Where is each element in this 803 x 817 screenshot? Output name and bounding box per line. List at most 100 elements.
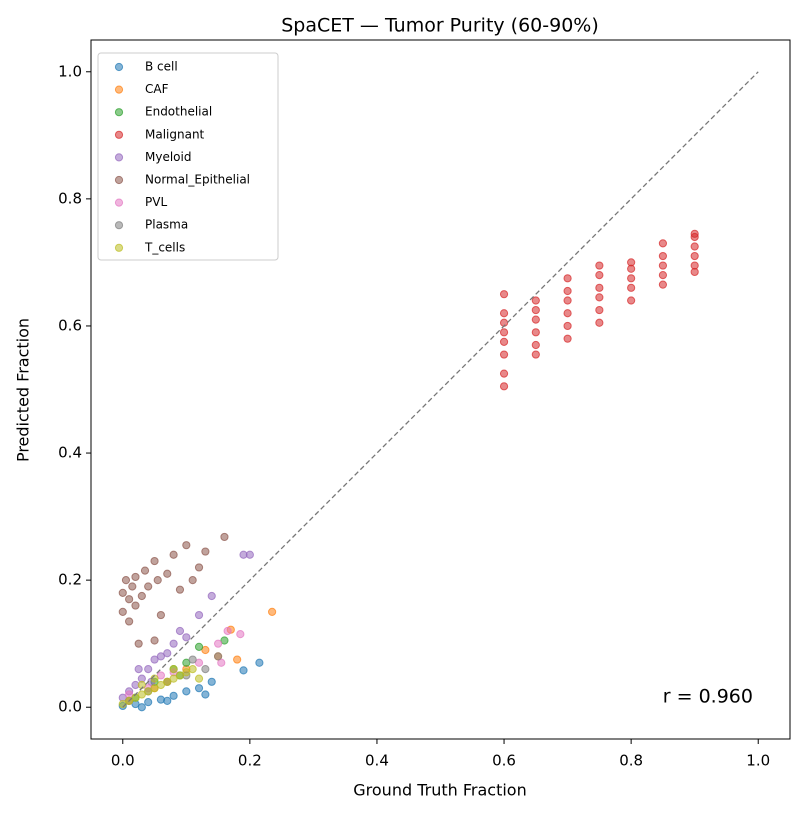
- y-axis-label: Predicted Fraction: [14, 318, 33, 462]
- point: [169, 550, 178, 559]
- point: [595, 318, 604, 327]
- point: [201, 645, 210, 655]
- point: [150, 556, 159, 566]
- point: [156, 652, 165, 661]
- legend-label: B cell: [145, 60, 178, 74]
- point: [137, 703, 146, 712]
- point: [233, 655, 242, 664]
- point: [121, 576, 131, 585]
- point: [499, 382, 509, 391]
- legend-marker: [114, 85, 124, 94]
- point: [207, 677, 216, 686]
- point: [595, 283, 604, 292]
- point: [658, 271, 668, 280]
- x-tick-label: 0.0: [111, 752, 135, 770]
- point: [182, 668, 191, 677]
- y-tick-label: 0.4: [58, 444, 82, 462]
- point: [220, 636, 229, 645]
- point: [144, 582, 153, 591]
- point: [658, 280, 668, 289]
- point: [499, 309, 509, 318]
- point: [499, 369, 509, 378]
- point: [236, 630, 245, 639]
- point: [163, 569, 172, 578]
- reference-line: [122, 71, 759, 708]
- point: [595, 305, 604, 315]
- point: [137, 591, 146, 601]
- legend-label: CAF: [145, 82, 169, 96]
- point: [658, 251, 668, 261]
- legend-label: Normal_Epithelial: [145, 173, 250, 187]
- x-tick-label: 0.8: [619, 752, 643, 770]
- point: [531, 296, 540, 305]
- legend-label: Endothelial: [145, 105, 212, 119]
- point: [188, 655, 197, 664]
- point: [531, 350, 540, 359]
- point: [268, 607, 277, 617]
- point: [150, 655, 159, 664]
- point: [182, 633, 191, 642]
- point: [690, 261, 699, 270]
- legend-marker: [114, 175, 124, 185]
- point: [125, 617, 134, 626]
- point: [194, 563, 204, 572]
- point: [175, 626, 185, 636]
- x-tick-label: 0.4: [365, 752, 389, 770]
- point: [563, 309, 572, 318]
- point: [690, 242, 699, 251]
- point: [627, 296, 636, 305]
- x-axis-label: Ground Truth Fraction: [353, 781, 526, 800]
- point: [194, 674, 204, 683]
- point: [163, 677, 172, 686]
- point: [690, 251, 699, 261]
- point: [499, 290, 509, 299]
- point: [169, 639, 178, 648]
- point: [131, 601, 140, 610]
- y-tick-label: 0.0: [58, 698, 82, 716]
- point: [213, 639, 223, 648]
- point: [169, 691, 178, 700]
- point: [156, 610, 165, 620]
- point: [658, 261, 668, 270]
- legend-marker: [114, 130, 124, 139]
- y-tick-label: 0.8: [58, 189, 82, 207]
- point: [690, 229, 699, 238]
- point: [140, 566, 150, 575]
- chart-title: SpaCET — Tumor Purity (60-90%): [281, 15, 599, 37]
- point: [207, 591, 216, 601]
- point: [128, 582, 137, 591]
- point: [531, 328, 540, 337]
- point: [217, 658, 226, 667]
- y-tick-label: 0.2: [58, 571, 82, 589]
- point: [627, 274, 636, 283]
- point: [595, 293, 604, 302]
- point: [239, 666, 248, 675]
- point: [188, 576, 197, 585]
- point: [144, 687, 153, 696]
- point: [201, 665, 210, 674]
- point: [150, 636, 159, 645]
- annotation: r = 0.960: [663, 686, 753, 708]
- point: [137, 690, 146, 699]
- point: [182, 687, 191, 696]
- legend-label: Myeloid: [145, 150, 191, 164]
- point: [163, 649, 172, 658]
- point: [201, 690, 210, 699]
- point: [175, 585, 185, 594]
- point: [563, 321, 572, 331]
- legend-box: [97, 52, 279, 261]
- point: [118, 588, 127, 597]
- point: [194, 642, 204, 651]
- point: [169, 674, 178, 683]
- point: [131, 572, 140, 582]
- legend-marker: [114, 198, 124, 207]
- point: [499, 337, 509, 346]
- point: [563, 274, 572, 283]
- x-tick-label: 0.6: [492, 752, 516, 770]
- point: [255, 658, 264, 667]
- legend-label: PVL: [145, 195, 167, 209]
- point: [595, 261, 604, 270]
- point: [595, 271, 604, 280]
- point: [563, 334, 572, 343]
